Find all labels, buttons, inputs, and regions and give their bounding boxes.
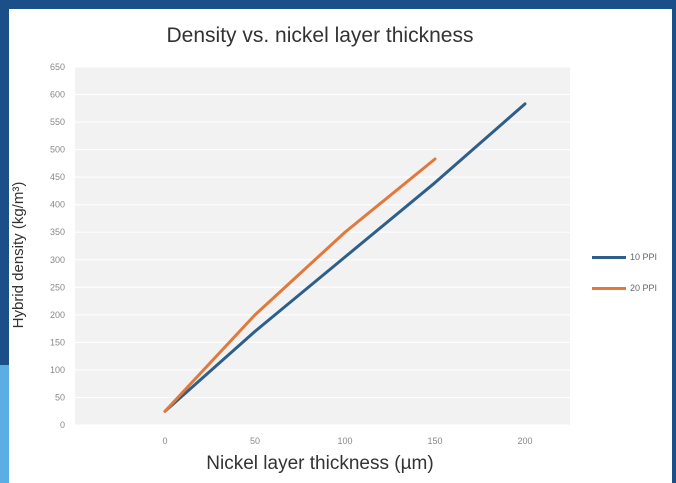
y-tick-label: 150: [50, 337, 65, 347]
y-tick-label: 550: [50, 117, 65, 127]
y-tick-label: 50: [55, 392, 65, 402]
chart-title: Density vs. nickel layer thickness: [166, 24, 474, 47]
legend-label: 20 PPI: [630, 283, 658, 293]
x-axis-label: Nickel layer thickness (µm): [206, 453, 434, 474]
legend-item: 10 PPI: [592, 250, 657, 264]
y-tick-label: 450: [50, 172, 65, 182]
x-tick-label: 200: [517, 436, 532, 446]
series-line-1: [163, 102, 527, 413]
legend-swatch: [592, 255, 626, 259]
y-tick-label: 500: [50, 145, 65, 155]
legend-label: 10 PPI: [630, 252, 658, 262]
y-tick-label: 200: [50, 310, 65, 320]
x-tick-label: 150: [427, 436, 442, 446]
y-tick-label: 600: [50, 90, 65, 100]
series-line-2: [163, 157, 437, 413]
left-accent-band-light: [0, 365, 9, 483]
y-tick-label: 0: [60, 420, 65, 430]
right-accent-band: [672, 0, 676, 483]
x-tick-label: 50: [250, 436, 260, 446]
x-tick-label: 0: [162, 436, 167, 446]
legend-swatch: [592, 286, 626, 290]
y-tick-label: 650: [50, 62, 65, 72]
chart-legend: 10 PPI 20 PPI: [592, 250, 657, 312]
legend-item: 20 PPI: [592, 281, 657, 295]
y-tick-label: 250: [50, 282, 65, 292]
y-tick-label: 100: [50, 365, 65, 375]
plot-background: [75, 67, 570, 425]
y-tick-label: 300: [50, 255, 65, 265]
top-accent-band: [0, 0, 676, 9]
y-tick-label: 350: [50, 227, 65, 237]
x-tick-label: 100: [337, 436, 352, 446]
y-tick-label: 400: [50, 200, 65, 210]
left-accent-band: [0, 0, 9, 365]
